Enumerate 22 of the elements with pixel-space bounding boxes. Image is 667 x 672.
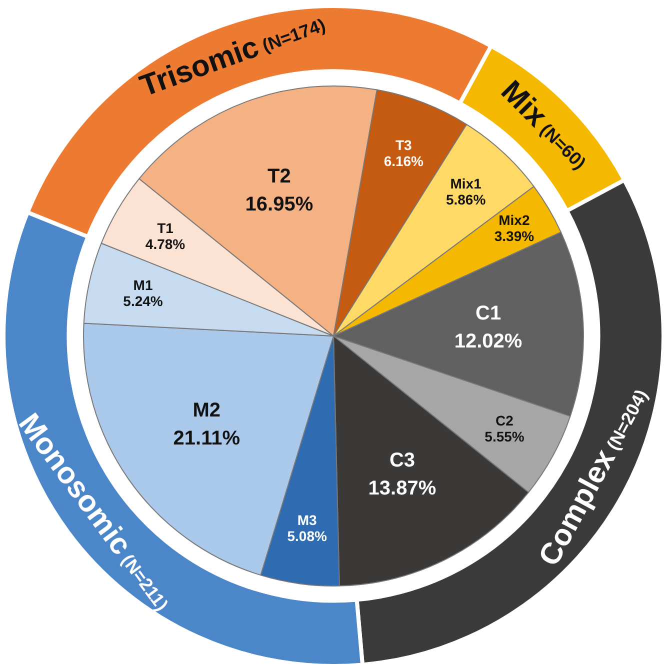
data-label: 4.78% — [145, 236, 186, 252]
data-label: 5.86% — [446, 192, 486, 208]
slice-label: T2 — [268, 165, 291, 188]
slice-label: Mix1 — [450, 176, 482, 192]
data-label: 21.11% — [173, 428, 240, 450]
data-label: 12.02% — [454, 330, 522, 353]
data-label: 16.95% — [245, 193, 314, 216]
data-label: 6.16% — [384, 152, 424, 169]
data-label: 5.08% — [287, 528, 328, 544]
slice-label: C3 — [389, 449, 416, 472]
slice-label: M3 — [297, 512, 318, 528]
data-label: 3.39% — [494, 228, 535, 244]
data-label: 5.24% — [123, 293, 164, 310]
slice-label: T3 — [395, 136, 412, 153]
data-label: 13.87% — [368, 477, 436, 500]
slice-label: T1 — [157, 220, 174, 236]
slice-label: Mix2 — [498, 212, 530, 228]
slice-label: C2 — [496, 412, 514, 429]
data-label: 5.55% — [484, 428, 525, 445]
slice-label: M2 — [192, 400, 221, 422]
slice-label: C1 — [476, 302, 502, 325]
slice-label: M1 — [133, 277, 153, 294]
